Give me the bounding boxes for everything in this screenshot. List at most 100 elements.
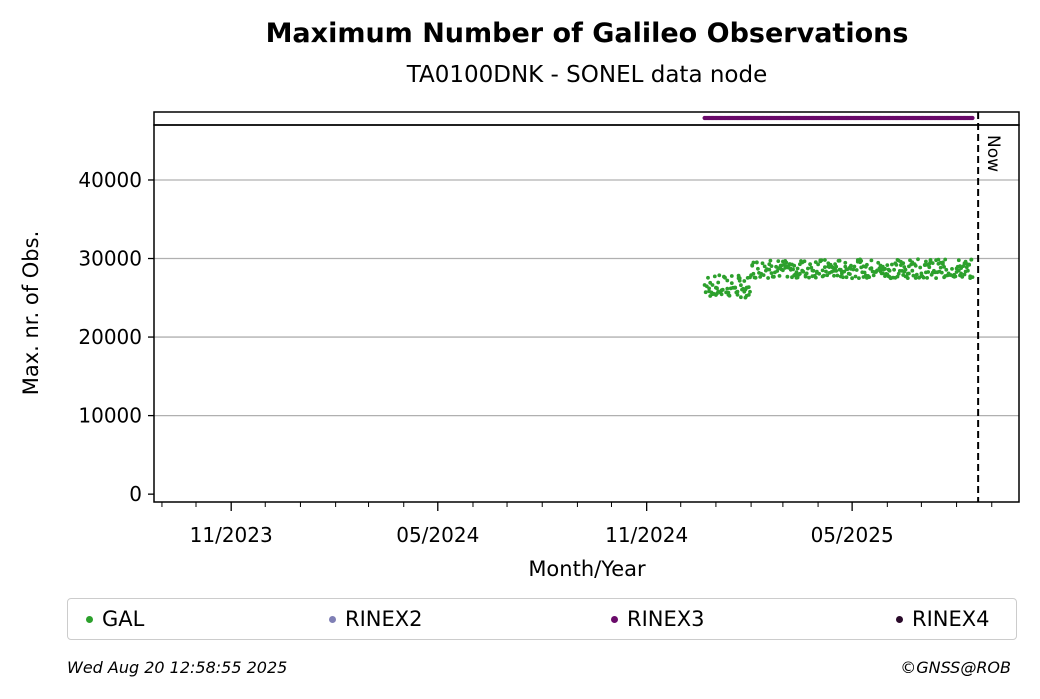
gal-point <box>953 274 958 279</box>
gal-point <box>771 275 776 279</box>
gal-point <box>760 261 765 266</box>
gal-point <box>791 267 795 272</box>
gal-point <box>739 283 743 288</box>
gal-point <box>813 260 818 264</box>
chart-title: Maximum Number of Galileo Observations <box>266 18 909 49</box>
gal-point <box>913 276 918 280</box>
gal-point <box>717 273 722 278</box>
gal-point <box>823 265 827 269</box>
legend-rinex4-marker <box>896 615 903 623</box>
gal-point <box>871 273 876 278</box>
gal-point <box>811 268 816 273</box>
gal-point <box>784 260 789 265</box>
gal-point <box>735 289 740 294</box>
gal-point <box>918 265 923 270</box>
gal-point <box>936 257 941 262</box>
plot-area-frame <box>153 124 1020 503</box>
gal-point <box>824 269 828 274</box>
gal-point <box>938 265 943 270</box>
chart-subtitle: TA0100DNK - SONEL data node <box>406 62 768 88</box>
gal-point <box>853 274 858 279</box>
y-tick-label: 0 <box>129 482 142 506</box>
gal-point <box>848 272 852 276</box>
gal-point <box>859 259 864 263</box>
axes: 0 10000 20000 30000 40000 11/2023 05/2024 11/20… <box>78 112 1003 547</box>
gal-point <box>748 289 752 294</box>
gal-point <box>867 275 872 279</box>
gal-point <box>942 265 946 269</box>
legend-rinex2-marker <box>329 615 336 623</box>
gal-point <box>723 275 727 280</box>
gal-point <box>739 295 743 300</box>
gal-point <box>792 263 797 268</box>
legend: GAL RINEX2 RINEX3 RINEX4 <box>67 598 1017 640</box>
legend-rinex4-label: RINEX4 <box>912 607 990 631</box>
gal-point <box>806 266 810 271</box>
gal-point <box>834 269 839 273</box>
gal-point <box>916 257 920 262</box>
gal-point <box>737 276 742 281</box>
gal-point <box>819 258 824 263</box>
legend-rinex2-label: RINEX2 <box>345 607 423 631</box>
gal-point <box>921 275 926 280</box>
gal-point <box>733 285 738 290</box>
gal-point <box>876 260 881 265</box>
gal-point <box>969 257 974 262</box>
gal-point <box>707 286 711 291</box>
gal-point <box>966 268 970 273</box>
gal-point <box>794 270 799 275</box>
gal-point <box>802 259 807 264</box>
gal-point <box>956 268 961 273</box>
grid-lines <box>154 179 1019 417</box>
gal-point <box>725 286 730 291</box>
gal-point <box>857 276 861 280</box>
gal-point <box>959 271 963 276</box>
gal-point <box>835 273 840 278</box>
gal-point <box>801 269 806 274</box>
gal-point <box>776 259 781 263</box>
gal-point <box>813 275 818 280</box>
gal-point <box>785 274 790 279</box>
gal-point <box>716 280 721 285</box>
gal-point <box>911 273 916 278</box>
gal-point <box>950 267 954 271</box>
legend-rinex3-marker <box>611 615 618 623</box>
footer-credit: ©GNSS@ROB <box>900 658 1011 677</box>
gal-point <box>854 268 859 272</box>
gal-point <box>729 274 734 278</box>
gal-point <box>715 286 719 291</box>
legend-item-rinex4: RINEX4 <box>896 607 990 631</box>
gal-point <box>914 272 919 277</box>
gal-point <box>742 279 747 283</box>
x-axis-label: Month/Year <box>528 557 646 581</box>
gal-point <box>869 258 874 263</box>
gal-point <box>852 264 857 269</box>
gal-point <box>910 268 915 273</box>
gal-point <box>781 268 785 273</box>
gal-point <box>795 266 800 271</box>
gal-point <box>816 262 820 267</box>
gal-point <box>851 267 856 272</box>
gal-point <box>726 290 731 295</box>
gal-point <box>837 258 842 263</box>
gal-point <box>960 275 965 279</box>
gal-point <box>944 267 949 272</box>
gal-point <box>768 258 773 263</box>
gal-point <box>798 271 802 276</box>
gal-point <box>865 262 869 267</box>
gal-point <box>719 292 724 297</box>
gal-point <box>761 273 766 277</box>
gal-point <box>727 293 732 298</box>
gal-point <box>844 275 849 280</box>
gal-point <box>919 271 924 276</box>
gal-point <box>737 278 742 283</box>
y-tick-label: 20000 <box>78 325 142 349</box>
gal-point <box>913 263 918 268</box>
gal-point <box>962 272 967 277</box>
gal-point <box>751 260 756 265</box>
gal-point <box>762 264 767 269</box>
gal-point <box>930 261 935 265</box>
gal-point <box>901 261 906 266</box>
gal-point <box>926 270 931 274</box>
